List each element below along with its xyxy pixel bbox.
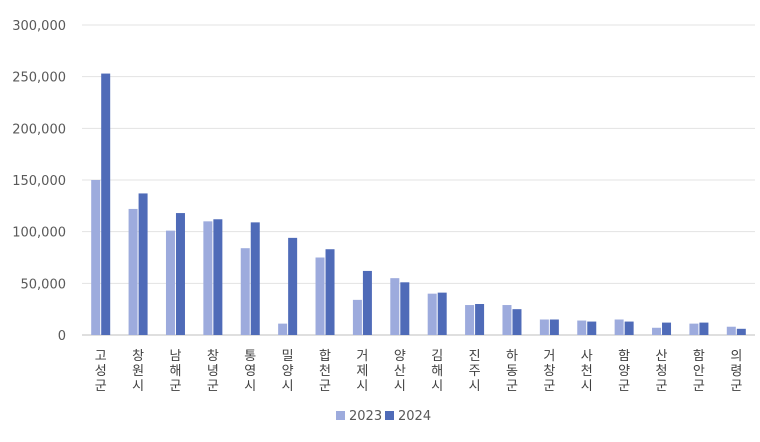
bar-2023-13	[539, 319, 549, 335]
y-tick-label: 200,000	[12, 122, 66, 137]
bar-2023-7	[315, 257, 325, 335]
bar-2023-11	[465, 305, 475, 335]
bar-2023-16	[652, 327, 662, 335]
bar-2024-17	[699, 322, 709, 335]
y-tick-label: 100,000	[12, 226, 66, 241]
legend-swatch-2024	[385, 411, 394, 420]
bar-2023-2	[128, 208, 138, 335]
bar-2023-15	[614, 319, 624, 335]
y-axis: 0 50,000 100,000 150,000 200,000 250,000 300,0…	[12, 19, 66, 344]
bar-2023-18	[726, 326, 736, 335]
y-tick-label: 150,000	[12, 174, 66, 189]
bar-2023-10	[427, 293, 437, 335]
bar-2024-1	[101, 73, 111, 336]
bar-2024-9	[400, 282, 410, 335]
bar-2024-13	[549, 319, 559, 335]
bar-2023-17	[689, 323, 699, 335]
bar-2024-12	[512, 309, 522, 335]
x-axis: 고 성 군 창 원 시 남 해 군 창 녕 군 통 영 시 밀 양 시 합 천 군 거 제 시 양 산 시 김 해 시 진 주 시 하 동 군 거 창 군 사…	[95, 349, 743, 394]
bar-2024-7	[325, 249, 335, 335]
y-tick-label: 0	[58, 329, 66, 344]
bar-2023-9	[390, 278, 400, 335]
legend-label-2023: 2023	[349, 409, 382, 424]
y-tick-label: 300,000	[12, 19, 66, 34]
bar-2024-10	[437, 292, 447, 335]
bar-2023-12	[502, 305, 512, 335]
y-tick-label: 50,000	[21, 277, 67, 292]
bar-2023-5	[240, 248, 250, 335]
bar-2023-6	[278, 323, 288, 335]
bar-2024-3	[175, 213, 185, 335]
bar-2024-16	[662, 322, 672, 335]
bar-2024-5	[250, 222, 260, 335]
bar-2024-14	[587, 321, 597, 335]
bar-2024-15	[624, 321, 634, 335]
legend: 2023 2024	[336, 409, 431, 424]
bar-2023-14	[577, 320, 587, 335]
bar-2024-8	[362, 270, 372, 335]
y-tick-label: 250,000	[12, 71, 66, 86]
bars	[91, 73, 746, 336]
bar-2024-18	[736, 328, 746, 335]
bar-2024-6	[288, 237, 298, 335]
bar-2023-8	[352, 299, 362, 335]
bar-2023-1	[91, 180, 101, 335]
bar-2024-4	[213, 219, 223, 335]
bar-2024-2	[138, 193, 148, 335]
bar-2023-3	[165, 230, 175, 335]
bar-2023-4	[203, 221, 213, 335]
legend-label-2024: 2024	[398, 409, 431, 424]
legend-swatch-2023	[336, 411, 345, 420]
bar-2024-11	[475, 304, 485, 335]
gridlines	[82, 24, 755, 336]
